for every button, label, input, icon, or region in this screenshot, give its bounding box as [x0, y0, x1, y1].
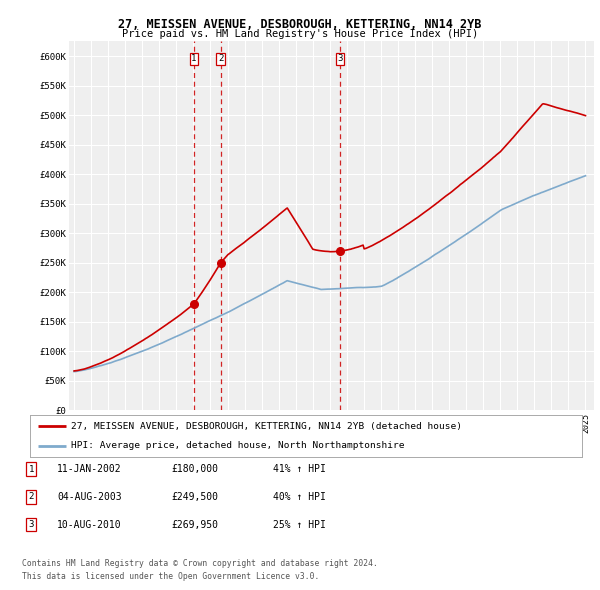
- Text: This data is licensed under the Open Government Licence v3.0.: This data is licensed under the Open Gov…: [22, 572, 320, 581]
- Text: 11-JAN-2002: 11-JAN-2002: [57, 464, 122, 474]
- Text: 04-AUG-2003: 04-AUG-2003: [57, 492, 122, 502]
- Text: 40% ↑ HPI: 40% ↑ HPI: [273, 492, 326, 502]
- Text: 41% ↑ HPI: 41% ↑ HPI: [273, 464, 326, 474]
- Text: 27, MEISSEN AVENUE, DESBOROUGH, KETTERING, NN14 2YB (detached house): 27, MEISSEN AVENUE, DESBOROUGH, KETTERIN…: [71, 422, 463, 431]
- Text: 3: 3: [29, 520, 34, 529]
- Text: 2: 2: [29, 492, 34, 502]
- Text: 1: 1: [191, 54, 197, 63]
- Text: 3: 3: [337, 54, 343, 63]
- Text: Contains HM Land Registry data © Crown copyright and database right 2024.: Contains HM Land Registry data © Crown c…: [22, 559, 378, 568]
- Text: 1: 1: [29, 464, 34, 474]
- Text: 27, MEISSEN AVENUE, DESBOROUGH, KETTERING, NN14 2YB: 27, MEISSEN AVENUE, DESBOROUGH, KETTERIN…: [118, 18, 482, 31]
- Text: £180,000: £180,000: [171, 464, 218, 474]
- Text: 25% ↑ HPI: 25% ↑ HPI: [273, 520, 326, 529]
- Text: HPI: Average price, detached house, North Northamptonshire: HPI: Average price, detached house, Nort…: [71, 441, 405, 450]
- Text: 2: 2: [218, 54, 223, 63]
- Text: 10-AUG-2010: 10-AUG-2010: [57, 520, 122, 529]
- Text: £249,500: £249,500: [171, 492, 218, 502]
- Text: Price paid vs. HM Land Registry's House Price Index (HPI): Price paid vs. HM Land Registry's House …: [122, 29, 478, 39]
- Text: £269,950: £269,950: [171, 520, 218, 529]
